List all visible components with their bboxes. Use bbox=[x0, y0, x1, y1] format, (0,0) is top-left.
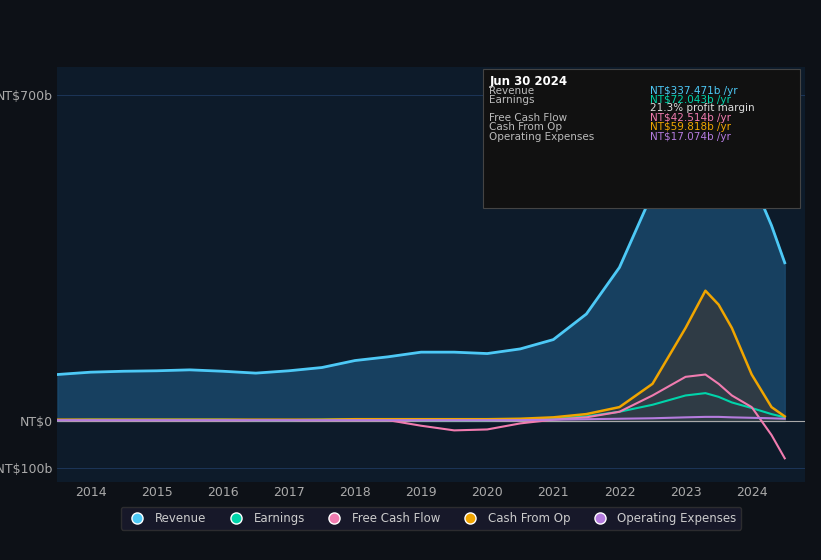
Text: Cash From Op: Cash From Op bbox=[489, 122, 562, 132]
Text: NT$59.818b /yr: NT$59.818b /yr bbox=[650, 122, 731, 132]
Text: NT$337.471b /yr: NT$337.471b /yr bbox=[650, 86, 737, 96]
Text: NT$42.514b /yr: NT$42.514b /yr bbox=[650, 113, 731, 123]
Text: 21.3% profit margin: 21.3% profit margin bbox=[650, 103, 754, 113]
Legend: Revenue, Earnings, Free Cash Flow, Cash From Op, Operating Expenses: Revenue, Earnings, Free Cash Flow, Cash … bbox=[121, 507, 741, 530]
Text: NT$17.074b /yr: NT$17.074b /yr bbox=[650, 132, 731, 142]
FancyBboxPatch shape bbox=[483, 69, 800, 208]
Text: Free Cash Flow: Free Cash Flow bbox=[489, 113, 567, 123]
Text: Revenue: Revenue bbox=[489, 86, 534, 96]
Text: Jun 30 2024: Jun 30 2024 bbox=[489, 74, 567, 88]
Text: Earnings: Earnings bbox=[489, 95, 534, 105]
Text: Operating Expenses: Operating Expenses bbox=[489, 132, 594, 142]
Text: NT$72.043b /yr: NT$72.043b /yr bbox=[650, 95, 731, 105]
